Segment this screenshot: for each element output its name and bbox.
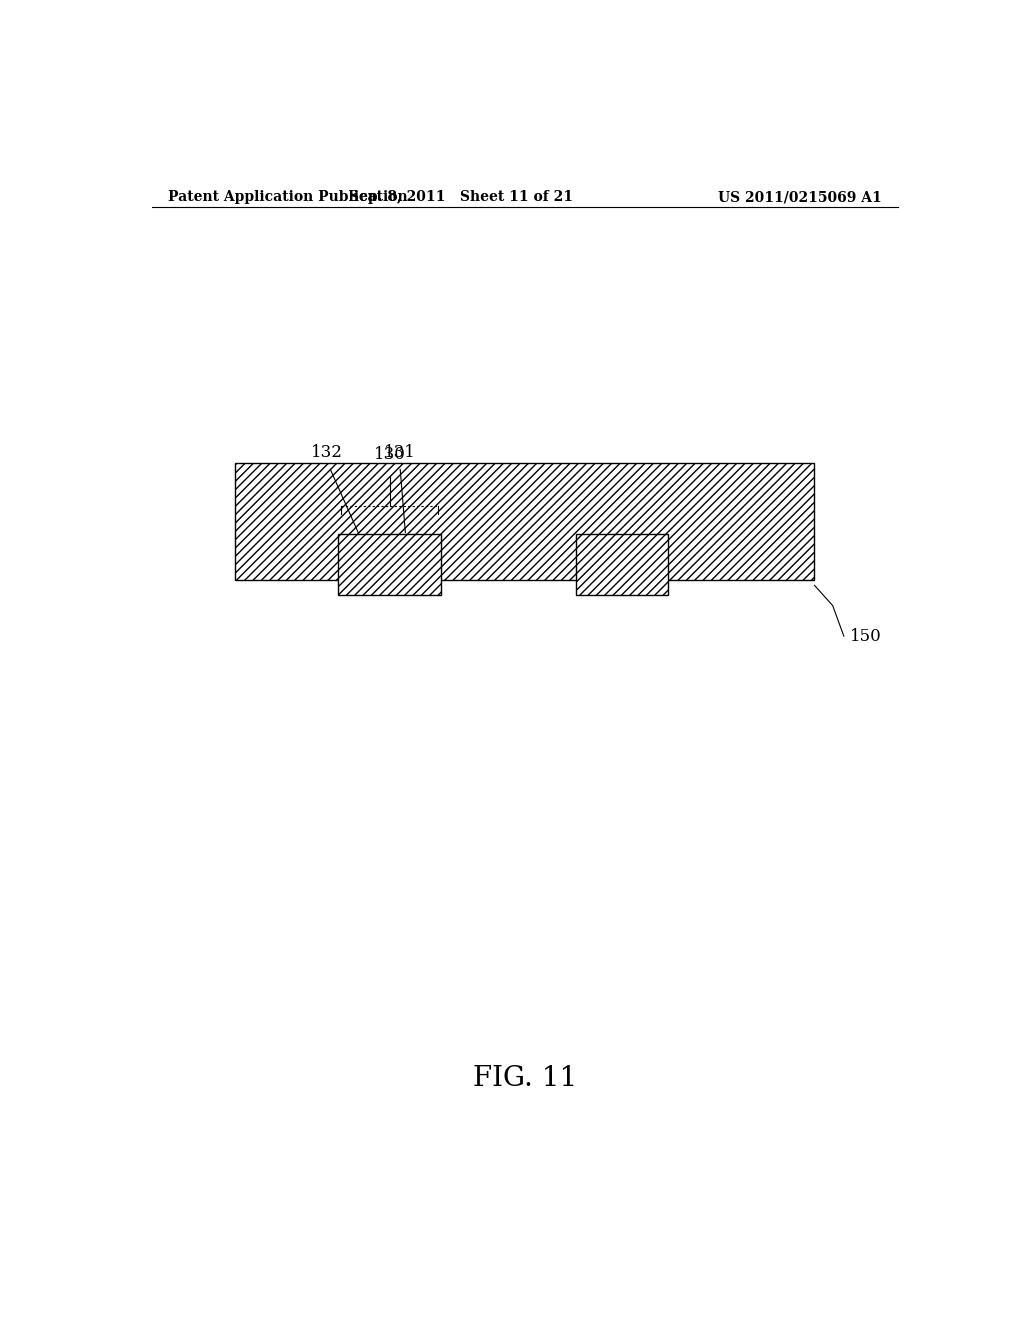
Text: Patent Application Publication: Patent Application Publication [168,190,408,205]
Text: 130: 130 [374,446,406,463]
Text: 131: 131 [384,445,416,461]
Bar [338,535,441,595]
Text: 132: 132 [310,445,342,461]
Bar [577,535,668,595]
Bar [236,463,814,581]
Text: US 2011/0215069 A1: US 2011/0215069 A1 [718,190,882,205]
Text: Sep. 8, 2011   Sheet 11 of 21: Sep. 8, 2011 Sheet 11 of 21 [349,190,573,205]
Text: 150: 150 [850,627,882,644]
Text: FIG. 11: FIG. 11 [473,1065,577,1092]
